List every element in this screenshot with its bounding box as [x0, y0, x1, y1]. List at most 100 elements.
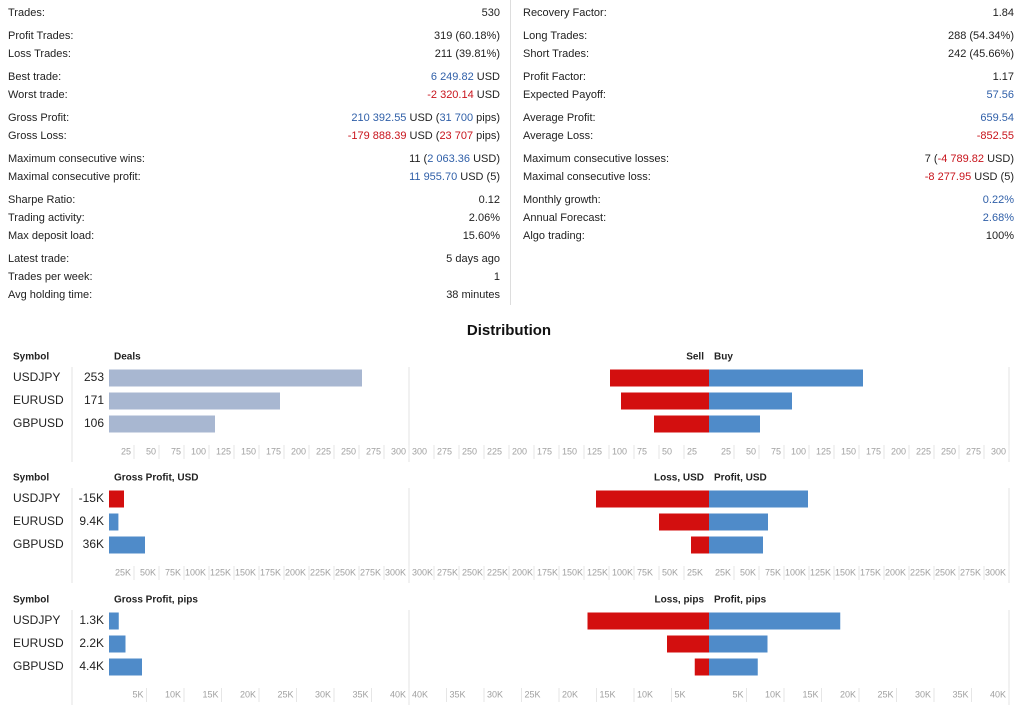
tick-label: 300K [412, 567, 433, 577]
statistics: Trades: 530 Profit Trades: 319 (60.18%) Loss… [0, 4, 1024, 304]
tick-label: 5K [675, 689, 686, 699]
stat-label: Trades: [8, 7, 45, 19]
symbol: USDJPY [13, 613, 60, 627]
buy-bar [709, 536, 763, 554]
stats-row: Monthly growth: 0.22% [523, 191, 1014, 209]
stats-row: Average Loss: -852.55 [523, 127, 1014, 145]
tick-label: 25K [715, 567, 731, 577]
tick-label: 25K [877, 689, 893, 699]
tick-label: 175K [860, 567, 881, 577]
buy-bar [709, 490, 808, 508]
stats-row: Gross Profit: 210 392.55 USD (31 700 pips… [8, 109, 500, 127]
tick-label: 150 [562, 446, 577, 456]
tick-label: 35K [952, 689, 968, 699]
tick-label: 225 [487, 446, 502, 456]
tick-label: 150K [562, 567, 583, 577]
tick-label: 125 [216, 446, 231, 456]
stats-group: Trades: 530 [8, 4, 500, 22]
symbol: USDJPY [13, 370, 60, 384]
column-header: Loss, USD [654, 473, 704, 484]
tick-label: 200 [512, 446, 527, 456]
stats-group: Average Profit: 659.54 Average Loss: -852.5… [523, 109, 1014, 145]
stat-value-part: 15.60% [462, 230, 500, 242]
tick-label: 40K [412, 689, 428, 699]
stat-label: Maximum consecutive wins: [8, 153, 145, 165]
tick-label: 15K [802, 689, 818, 699]
tick-label: 275 [437, 446, 452, 456]
stat-label: Latest trade: [8, 253, 70, 265]
stats-row: Expected Payoff: 57.56 [523, 86, 1014, 104]
bar [109, 392, 280, 410]
tick-label: 40K [390, 689, 406, 699]
tick-label: 250K [335, 567, 356, 577]
stat-value: 530 [482, 4, 500, 22]
tick-label: 250K [935, 567, 956, 577]
stat-label: Algo trading: [523, 230, 585, 242]
tick-label: 30K [487, 689, 503, 699]
stats-row: Maximal consecutive loss: -8 277.95 USD (… [523, 168, 1014, 186]
tick-label: 200K [512, 567, 533, 577]
tick-label: 25 [687, 446, 697, 456]
stat-value-part: 1.17 [992, 71, 1014, 83]
tick-label: 30K [315, 689, 331, 699]
tick-label: 275 [366, 446, 381, 456]
tick-label: 175 [537, 446, 552, 456]
stat-value: 0.22% [983, 191, 1014, 209]
stat-value: 2.06% [469, 209, 500, 227]
value-label: 1.3K [79, 613, 104, 627]
value-label: 9.4K [79, 514, 104, 528]
column-header: Sell [686, 352, 704, 363]
stat-value: 1 [494, 268, 500, 286]
tick-label: 25K [525, 689, 541, 699]
sell-bar [587, 612, 709, 630]
stats-row: Latest trade: 5 days ago [8, 250, 500, 268]
tick-label: 175 [266, 446, 281, 456]
stats-group: Sharpe Ratio: 0.12 Trading activity: 2.06% M… [8, 191, 500, 245]
stat-label: Average Loss: [523, 130, 594, 142]
stat-value-part: 2.06% [468, 212, 500, 224]
buy-bar [709, 392, 792, 410]
buy-bar [709, 513, 768, 531]
stat-value: -852.55 [977, 127, 1014, 145]
stat-value: 7 (-4 789.82 USD) [925, 150, 1014, 168]
stats-row: Worst trade: -2 320.14 USD [8, 86, 500, 104]
column-header: Profit, USD [714, 473, 767, 484]
stat-value-part: 5 days ago [446, 253, 500, 265]
tick-label: 10K [765, 689, 781, 699]
buy-bar [709, 415, 760, 433]
stat-value-part: 319 (60.18%) [433, 30, 500, 42]
stat-value: 210 392.55 USD (31 700 pips) [351, 109, 500, 127]
stat-value-part: 2.68% [982, 212, 1014, 224]
stat-value-part: USD (5) [971, 171, 1014, 183]
stat-label: Maximal consecutive profit: [8, 171, 141, 183]
tick-label: 175 [866, 446, 881, 456]
symbol: EURUSD [13, 393, 64, 407]
tick-label: 75K [765, 567, 781, 577]
bar [109, 513, 119, 531]
tick-label: 50 [746, 446, 756, 456]
buy-bar [709, 658, 758, 676]
stat-value-part: USD) [984, 153, 1014, 165]
stat-value: -8 277.95 USD (5) [925, 168, 1014, 186]
stats-row: Trades per week: 1 [8, 268, 500, 286]
stat-label: Short Trades: [523, 48, 590, 60]
stat-value: 242 (45.66%) [948, 45, 1014, 63]
sell-bar [610, 369, 709, 387]
sell-bar [691, 536, 709, 554]
stat-label: Trades per week: [8, 271, 93, 283]
tick-label: 125K [587, 567, 608, 577]
stats-row: Best trade: 6 249.82 USD [8, 68, 500, 86]
symbol: EURUSD [13, 636, 64, 650]
stat-label: Best trade: [8, 71, 62, 83]
tick-label: 25K [115, 567, 131, 577]
stats-group: Latest trade: 5 days ago Trades per week: 1… [8, 250, 500, 304]
value-label: -15K [79, 491, 104, 505]
tick-label: 200K [885, 567, 906, 577]
tick-label: 35K [450, 689, 466, 699]
symbol: GBPUSD [13, 537, 64, 551]
tick-label: 200 [291, 446, 306, 456]
tick-label: 75 [637, 446, 647, 456]
tick-label: 125 [587, 446, 602, 456]
stat-value-part: 11 955.70 [409, 171, 458, 183]
column-header: Deals [114, 352, 141, 363]
